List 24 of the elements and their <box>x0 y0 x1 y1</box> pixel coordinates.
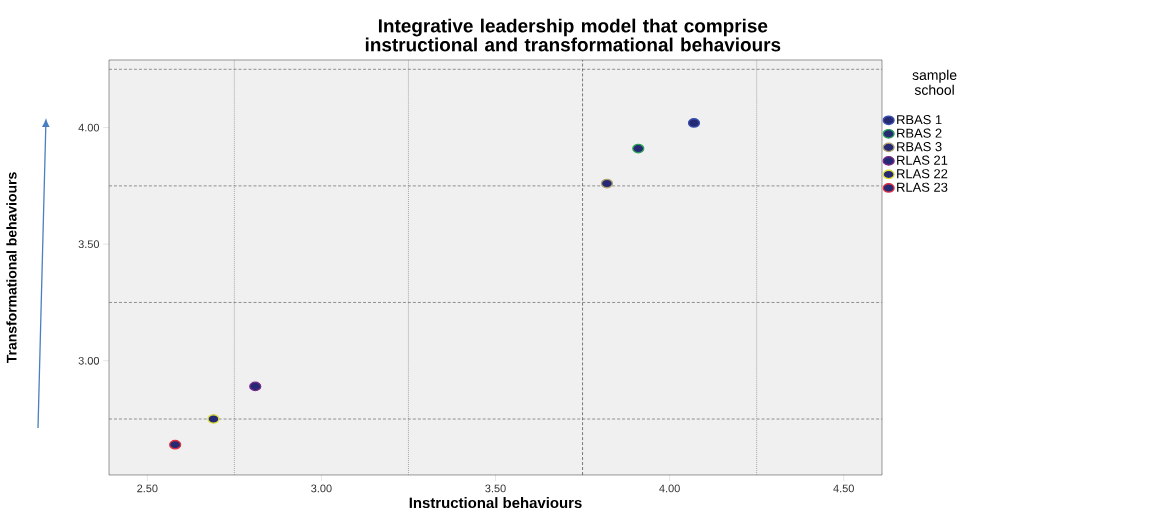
legend-label: RBAS 2 <box>897 128 942 138</box>
y-tick-label: 4.00 <box>78 123 100 132</box>
legend-label: RLAS 21 <box>897 155 948 165</box>
legend-label: RLAS 23 <box>897 182 948 192</box>
point <box>687 118 701 128</box>
point <box>169 439 182 450</box>
point <box>249 381 262 392</box>
point <box>207 414 220 424</box>
x-tick-label: 4.00 <box>659 484 680 493</box>
legend-label: RBAS 1 <box>897 115 942 125</box>
x-tick-label: 3.50 <box>485 484 506 493</box>
x-tick-label: 2.50 <box>137 484 158 493</box>
point <box>600 178 614 189</box>
x-tick-label: 4.50 <box>833 484 854 493</box>
chart-title: Integrative leadership model that comprise instructional and transformational behaviours <box>365 18 781 52</box>
legend-label: RBAS 3 <box>897 142 942 152</box>
y-tick-label: 3.50 <box>78 240 100 249</box>
y-axis-title: Transformational behaviours <box>6 172 17 364</box>
legend-title: sample school <box>912 69 957 95</box>
x-axis-title: Instructional behaviours <box>409 497 582 509</box>
point <box>632 143 645 154</box>
x-tick-label: 3.00 <box>311 484 332 493</box>
y-tick-label: 3.00 <box>78 356 100 365</box>
legend-label: RLAS 22 <box>897 169 948 179</box>
